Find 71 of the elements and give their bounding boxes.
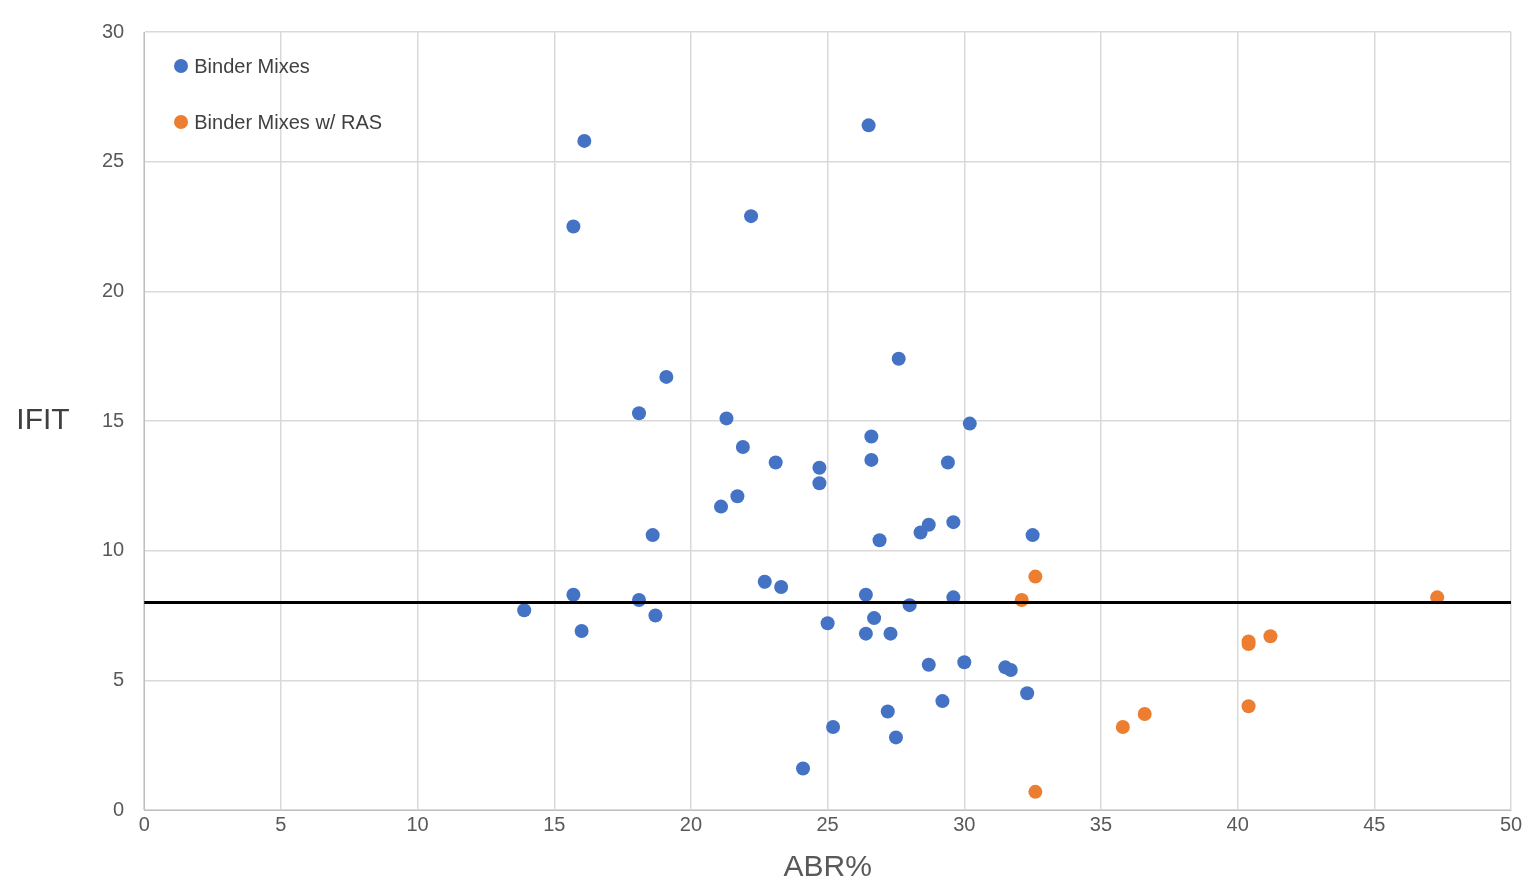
point [744,209,759,224]
point [864,452,879,467]
y-tick-label: 10 [102,538,125,561]
point [957,655,972,670]
point [880,704,895,719]
point [820,616,835,631]
y-tick-label: 20 [102,278,125,301]
point [648,608,663,623]
point [940,455,955,470]
point [796,761,811,776]
point [577,133,592,148]
point [1137,707,1152,722]
point [861,118,876,133]
point [826,720,841,735]
point [517,603,532,618]
point [812,460,827,475]
point [935,694,950,709]
point [913,525,928,540]
x-tick-label: 30 [953,812,976,835]
point [735,439,750,454]
point [757,574,772,589]
x-tick-label: 10 [406,812,429,835]
y-tick-label: 30 [102,19,125,42]
legend-label: Binder Mixes [194,54,310,78]
point [730,489,745,504]
x-tick-label: 0 [138,812,150,835]
point [858,587,873,602]
point [883,626,898,641]
point [1028,569,1043,584]
point [962,416,977,431]
point [888,730,903,745]
x-tick-label: 35 [1089,812,1113,835]
point [566,587,581,602]
point [714,499,729,514]
y-tick-label: 25 [102,149,125,172]
point [872,533,887,548]
legend-label: Binder Mixes w/ RAS [194,110,383,134]
point [566,219,581,234]
point [659,369,674,384]
point [1025,528,1040,543]
y-tick-label: 5 [113,667,125,690]
y-axis-title: IFIT [16,402,70,436]
point [1028,784,1043,799]
x-tick-label: 15 [543,812,566,835]
x-tick-label: 25 [816,812,839,835]
x-tick-label: 20 [679,812,703,835]
x-tick-label: 5 [275,812,287,835]
x-tick-label: 50 [1499,812,1523,835]
x-tick-label: 40 [1226,812,1249,835]
point [1003,662,1018,677]
y-tick-label: 0 [113,797,125,820]
point [1241,699,1256,714]
y-tick-label: 15 [102,408,125,431]
point [946,515,961,530]
point [645,528,660,543]
point [1020,686,1035,701]
point [864,429,879,444]
point [891,351,906,366]
x-tick-label: 45 [1363,812,1386,835]
point [1263,629,1278,644]
point [632,406,647,421]
point [774,579,789,594]
point [867,611,882,626]
x-axis-title: ABR% [783,849,872,883]
point [574,624,589,639]
point [768,455,783,470]
point [1115,720,1130,735]
point [921,657,936,672]
point [858,626,873,641]
point [812,476,827,491]
point [719,411,734,426]
